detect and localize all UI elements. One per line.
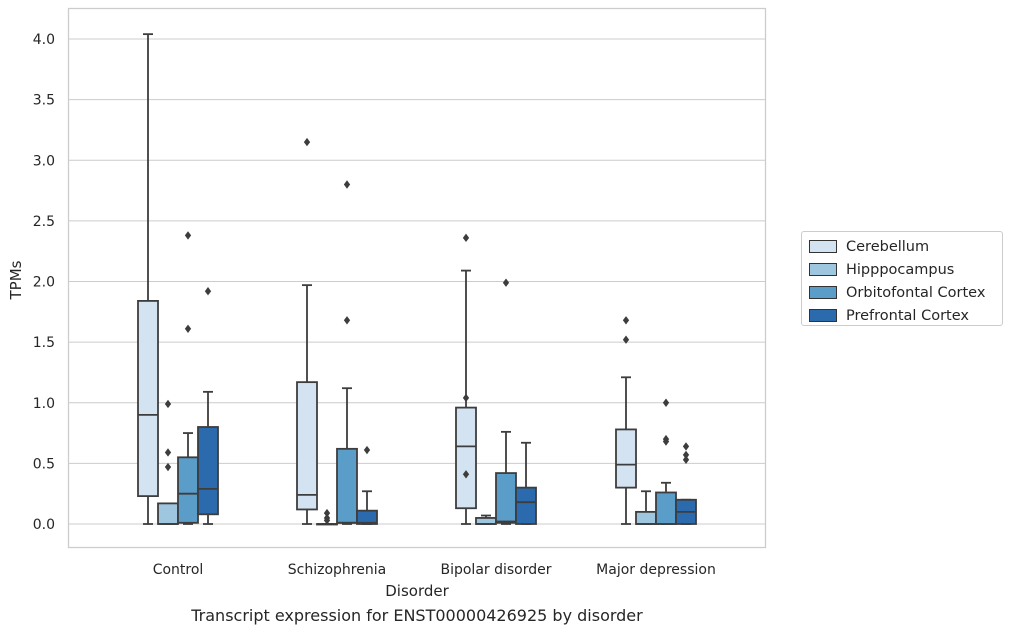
box [515, 486, 537, 525]
outlier-point [164, 399, 172, 409]
figure-caption: Transcript expression for ENST0000042692… [191, 606, 643, 625]
outlier-point [622, 335, 630, 344]
y-axis-ticks: 0.0 0.5 1.0 1.5 2.0 2.5 3.0 3.5 4.0 [33, 32, 55, 533]
outlier-point [343, 180, 351, 189]
box-group [137, 33, 159, 525]
box [356, 509, 378, 525]
outlier-point [462, 233, 470, 243]
box-group [197, 287, 219, 525]
legend-item: Cerebellum [809, 235, 1002, 258]
box [197, 426, 219, 516]
outlier-point [682, 442, 690, 451]
legend-item: Orbitofontal Cortex [809, 281, 1002, 304]
outlier-point [363, 445, 371, 455]
y-tick-label: 1.5 [33, 335, 55, 351]
box-group [615, 316, 637, 525]
x-tick-label: Control [153, 562, 204, 578]
box [475, 517, 497, 525]
box-group [336, 180, 358, 525]
legend-swatch [809, 286, 837, 299]
box [655, 491, 677, 525]
legend-label: Orbitofontal Cortex [846, 284, 986, 301]
x-axis-ticks: Control Schizophrenia Bipolar disorder Majo… [153, 562, 716, 578]
outlier-point [662, 437, 670, 446]
outlier-point [462, 393, 470, 403]
x-tick-label: Schizophrenia [288, 562, 386, 578]
y-tick-label: 3.5 [33, 93, 55, 109]
y-tick-label: 4.0 [33, 32, 55, 48]
legend: Cerebellum Hipppocampus Orbitofontal Corte… [801, 231, 1003, 326]
legend-label: Cerebellum [846, 238, 930, 255]
outlier-point [662, 398, 670, 407]
outlier-point [303, 137, 311, 147]
outlier-point [323, 516, 331, 525]
outlier-point [323, 508, 331, 518]
box-group [635, 490, 657, 525]
box-group [495, 278, 517, 525]
box-group [515, 441, 537, 525]
outlier-point [164, 448, 172, 457]
box-group [177, 231, 199, 525]
outlier-point [164, 462, 172, 472]
y-tick-label: 0.0 [33, 517, 55, 533]
outlier-point [204, 287, 212, 296]
y-axis-title: TPMs [7, 260, 25, 300]
outlier-point [462, 470, 470, 479]
y-tick-label: 2.0 [33, 275, 55, 291]
legend-item: Hipppocampus [809, 258, 1002, 281]
y-tick-label: 3.0 [33, 153, 55, 169]
outlier-point [184, 231, 192, 240]
outlier-point [682, 450, 690, 460]
box [495, 472, 517, 524]
y-tick-label: 1.0 [33, 396, 55, 412]
box [137, 299, 159, 498]
x-tick-label: Major depression [596, 562, 716, 578]
box [177, 456, 199, 524]
box-group [316, 508, 338, 526]
box-group [475, 514, 497, 525]
legend-label: Prefrontal Cortex [846, 307, 969, 324]
y-tick-label: 2.5 [33, 214, 55, 230]
box-group [157, 399, 179, 525]
x-axis-title: Disorder [385, 582, 449, 600]
plot-frame [67, 7, 767, 549]
box-group [455, 233, 477, 525]
outlier-point [682, 455, 690, 464]
y-tick-label: 0.5 [33, 456, 55, 472]
legend-label: Hipppocampus [846, 261, 955, 278]
outlier-point [184, 324, 192, 333]
box-series [137, 33, 697, 526]
box-group [296, 137, 318, 525]
box [455, 406, 477, 510]
box-group [655, 398, 677, 525]
outlier-point [622, 316, 630, 325]
outlier-point [343, 316, 351, 325]
box [336, 447, 358, 524]
box [157, 502, 179, 525]
legend-swatch [809, 263, 837, 276]
box-group [356, 445, 378, 525]
x-tick-label: Bipolar disorder [440, 562, 551, 578]
grid-lines [68, 38, 766, 525]
box-group [675, 442, 697, 525]
legend-item: Prefrontal Cortex [809, 304, 1002, 327]
box [615, 428, 637, 489]
legend-swatch [809, 309, 837, 322]
box [635, 510, 657, 525]
box [296, 381, 318, 511]
outlier-point [502, 278, 510, 287]
legend-swatch [809, 240, 837, 253]
